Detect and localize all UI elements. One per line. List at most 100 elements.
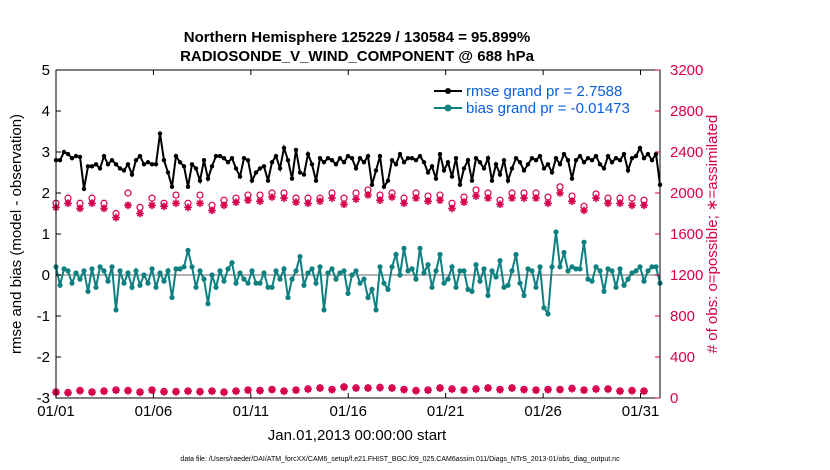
bias-point bbox=[533, 284, 539, 290]
rmse-point bbox=[645, 151, 651, 157]
bias-point bbox=[97, 264, 103, 270]
possible-obs-group bbox=[52, 183, 648, 218]
x-tick-label: 01/26 bbox=[524, 403, 562, 420]
bias-point bbox=[173, 266, 179, 272]
rmse-point bbox=[573, 158, 579, 163]
bias-point bbox=[249, 268, 255, 274]
bias-point bbox=[437, 251, 443, 258]
bias-point bbox=[641, 278, 647, 284]
bias-point bbox=[73, 270, 79, 276]
rmse-point bbox=[217, 153, 223, 159]
rmse-point bbox=[265, 178, 271, 183]
legend: rmse grand pr = 2.7588 bias grand pr = -… bbox=[434, 83, 630, 117]
rmse-point bbox=[153, 162, 159, 167]
assimilated-obs-marker bbox=[604, 199, 612, 208]
bias-point bbox=[165, 268, 171, 274]
rmse-point bbox=[469, 178, 475, 183]
rmse-point bbox=[233, 166, 239, 171]
rmse-point bbox=[605, 153, 611, 159]
rmse-point bbox=[641, 155, 647, 161]
rmse-point bbox=[121, 168, 127, 173]
rmse-point bbox=[537, 153, 543, 159]
rmse-point bbox=[145, 160, 151, 165]
rmse-point bbox=[441, 168, 447, 173]
bias-point bbox=[149, 266, 155, 272]
bias-point bbox=[85, 288, 91, 294]
assimilated-obs-marker bbox=[136, 209, 144, 218]
bias-point bbox=[217, 268, 223, 274]
rmse-point bbox=[97, 166, 103, 171]
rmse-point bbox=[385, 178, 391, 183]
bias-point bbox=[233, 280, 239, 286]
bias-point bbox=[381, 280, 387, 286]
assimilated-obs-lower-marker bbox=[292, 386, 300, 395]
rmse-point bbox=[277, 166, 283, 171]
bias-point bbox=[549, 264, 555, 270]
bias-point bbox=[473, 262, 479, 268]
assimilated-obs-marker bbox=[256, 197, 264, 205]
x-tick-label: 01/21 bbox=[427, 403, 465, 420]
bias-point bbox=[577, 266, 583, 272]
assimilated-obs-lower-marker bbox=[604, 385, 612, 394]
bias-point bbox=[609, 268, 615, 274]
rmse-point bbox=[189, 162, 195, 167]
bias-point bbox=[81, 268, 87, 274]
rmse-point bbox=[509, 166, 515, 171]
assimilated-obs-marker bbox=[340, 200, 348, 209]
bias-point bbox=[429, 284, 435, 290]
rmse-point bbox=[105, 162, 111, 167]
bias-point bbox=[525, 266, 531, 272]
possible-obs-marker bbox=[628, 194, 636, 202]
rmse-point bbox=[321, 160, 327, 165]
assimilated-obs-marker bbox=[148, 201, 156, 210]
x-tick-label: 01/06 bbox=[135, 403, 173, 420]
rmse-point bbox=[325, 155, 331, 161]
rmse-point bbox=[473, 155, 479, 161]
y-tick-label: -2 bbox=[37, 349, 50, 366]
rmse-point bbox=[257, 166, 263, 171]
bias-point bbox=[401, 245, 407, 251]
bias-point bbox=[469, 288, 475, 294]
assimilated-obs-marker bbox=[364, 191, 372, 199]
assimilated-obs-marker bbox=[352, 195, 360, 203]
assimilated-obs-marker bbox=[160, 202, 168, 211]
rmse-point bbox=[117, 166, 123, 171]
assimilated-obs-lower-marker bbox=[256, 387, 264, 395]
rmse-point bbox=[525, 162, 531, 167]
rmse-point bbox=[349, 155, 355, 161]
bias-point bbox=[309, 266, 315, 272]
bias-point bbox=[129, 284, 135, 290]
bias-point bbox=[281, 266, 287, 272]
rmse-point bbox=[369, 182, 375, 187]
rmse-point bbox=[333, 162, 339, 167]
bias-point bbox=[597, 268, 603, 274]
y-tick-label: 0 bbox=[42, 267, 50, 284]
bias-point bbox=[105, 278, 111, 284]
bias-point bbox=[453, 284, 459, 290]
rmse-point bbox=[553, 155, 559, 161]
bias-point bbox=[349, 272, 355, 278]
assimilated-obs-lower-marker bbox=[172, 388, 180, 396]
bias-point bbox=[301, 282, 307, 288]
bias-point bbox=[645, 268, 651, 274]
assimilated-obs-lower-marker bbox=[424, 386, 432, 395]
bias-point bbox=[57, 282, 63, 288]
rmse-point bbox=[381, 184, 387, 190]
assimilated-obs-marker bbox=[520, 194, 528, 202]
assimilated-obs-lower-marker bbox=[544, 386, 552, 394]
rmse-point bbox=[489, 178, 495, 183]
bias-point bbox=[109, 264, 115, 270]
y-tick-label: -1 bbox=[37, 308, 50, 325]
rmse-point bbox=[585, 155, 591, 161]
bias-point bbox=[521, 292, 527, 299]
bias-point bbox=[557, 264, 563, 270]
rmse-point bbox=[317, 155, 323, 161]
legend-bias-marker bbox=[444, 104, 452, 112]
x-tick-label: 01/11 bbox=[233, 403, 269, 420]
assimilated-obs-lower-marker bbox=[472, 385, 480, 394]
assimilated-obs-lower-marker bbox=[208, 387, 216, 396]
x-tick-label: 01/16 bbox=[329, 403, 367, 420]
rmse-point bbox=[313, 178, 319, 183]
assimilated-obs-lower-marker bbox=[364, 384, 372, 393]
rmse-point bbox=[161, 158, 167, 163]
